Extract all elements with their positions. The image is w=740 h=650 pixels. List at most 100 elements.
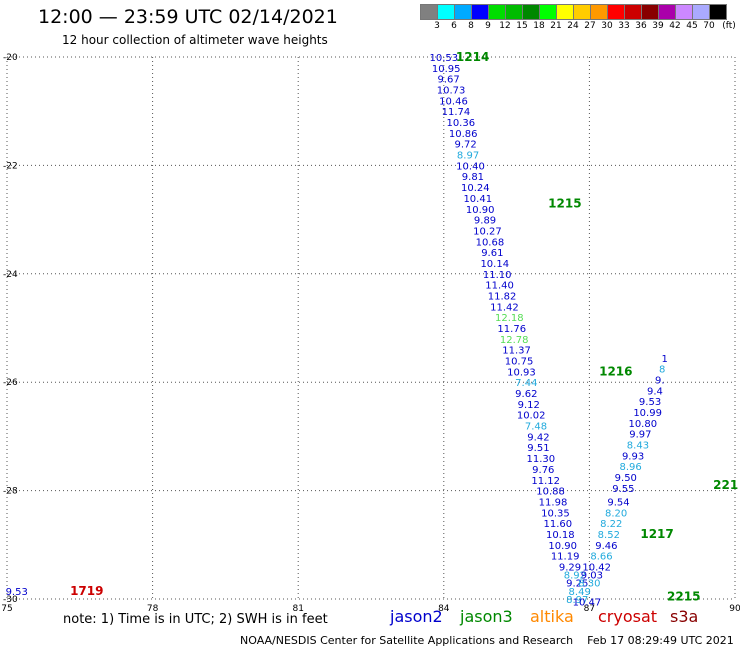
wave-height-value: 10.47 — [573, 598, 602, 609]
legend-item-s3a: s3a — [670, 607, 699, 626]
colorbar-label: 9 — [485, 21, 491, 31]
wave-height-value: 11.76 — [497, 324, 526, 335]
colorbar-label: 45 — [686, 21, 698, 31]
wave-height-value: 1 — [661, 354, 667, 365]
wave-height-value: 10.40 — [456, 161, 485, 172]
wave-height-value: 10.99 — [633, 408, 662, 419]
colorbar-label: 3 — [434, 21, 440, 31]
map-title: 12:00 — 23:59 UTC 02/14/2021 — [38, 6, 338, 28]
lon-tick-label: 90 — [729, 604, 740, 614]
colorbar-label: 70 — [703, 21, 715, 31]
track-label: 2215 — [667, 589, 700, 603]
axis-ticks: 75 78 81 84 87 90 -20 -22 -24 -26 -28 -30 — [1, 53, 740, 614]
wave-height-value: 8.92 — [564, 571, 586, 582]
wave-height-value: 8.97 — [457, 151, 479, 162]
wave-height-value: 8 — [659, 365, 665, 376]
wave-height-value: 11.82 — [488, 291, 517, 302]
track-label: 1215 — [548, 196, 581, 210]
colorbar-label: 33 — [618, 21, 630, 31]
lat-tick-label: -22 — [3, 161, 18, 171]
colorbar-label: 6 — [451, 21, 457, 31]
colorbar-label: 15 — [516, 21, 528, 31]
colorbar-label: 12 — [499, 21, 511, 31]
wave-height-value: 9.55 — [612, 484, 634, 495]
wave-height-value: 11.37 — [502, 346, 531, 357]
wave-height-value: 10.36 — [446, 118, 475, 129]
wave-height-value: 9.67 — [438, 75, 460, 86]
wave-height-value: 8.49 — [569, 587, 591, 598]
wave-height-value: 10.27 — [473, 226, 502, 237]
wave-height-value: 10.93 — [507, 367, 536, 378]
map-grid — [6, 56, 736, 600]
colorbar-label: 39 — [652, 21, 664, 31]
colorbar-label: 18 — [533, 21, 545, 31]
wave-height-value: 10.95 — [432, 64, 461, 75]
wave-height-value: 9.46 — [595, 541, 617, 552]
track-label: 1214 — [456, 50, 489, 64]
colorbar-label: 30 — [601, 21, 613, 31]
wave-height-value: 8.22 — [600, 519, 622, 530]
legend-item-jason2: jason2 — [390, 607, 443, 626]
wave-height-value: 9.72 — [455, 140, 477, 151]
wave-height-colorbar — [420, 4, 727, 20]
wave-height-value: 10.14 — [480, 259, 509, 270]
wave-height-value: 11.30 — [527, 454, 556, 465]
wave-height-value: 9.89 — [474, 216, 496, 227]
footer-note: note: 1) Time is in UTC; 2) SWH is in fe… — [63, 612, 328, 627]
track-label: 1217 — [640, 527, 673, 541]
track-label: 1216 — [599, 364, 632, 378]
lat-tick-label: -20 — [3, 53, 18, 63]
wave-height-value: 8.20 — [605, 508, 627, 519]
wave-height-value: 10.73 — [437, 86, 466, 97]
wave-height-value: 9.12 — [518, 400, 540, 411]
wave-height-value: 9.25 — [566, 579, 588, 590]
wave-height-value: 9.03 — [581, 571, 603, 582]
legend-item-altika: altika — [530, 607, 574, 626]
wave-height-value: 9.61 — [481, 248, 503, 259]
wave-height-value: 8.52 — [598, 530, 620, 541]
lat-tick-label: -26 — [3, 378, 18, 388]
wave-height-value: 10.42 — [582, 562, 611, 573]
colorbar-unit: (ft) — [722, 21, 736, 31]
legend-item-cryosat: cryosat — [598, 607, 658, 626]
colorbar-label: 42 — [669, 21, 681, 31]
wave-height-value: 8.43 — [627, 441, 649, 452]
lon-tick-label: 75 — [1, 604, 12, 614]
wave-height-value: 10.53 — [429, 53, 458, 64]
wave-height-value: 9.62 — [515, 389, 537, 400]
wave-height-value: 12.78 — [500, 335, 529, 346]
colorbar-label: 21 — [550, 21, 562, 31]
wave-height-value: 11.42 — [490, 302, 519, 313]
wave-height-value: 9.29 — [559, 562, 581, 573]
wave-height-value: 9.51 — [527, 443, 549, 454]
wave-height-value: 10.88 — [536, 487, 565, 498]
wave-height-value: 10.80 — [628, 419, 657, 430]
wave-height-value: 9. — [655, 375, 665, 386]
wave-height-value: 9.97 — [629, 430, 651, 441]
colorbar-label: 27 — [584, 21, 596, 31]
map-subtitle: 12 hour collection of altimeter wave hei… — [62, 33, 328, 47]
wave-height-value: 7.48 — [525, 422, 547, 433]
colorbar-label: 36 — [635, 21, 647, 31]
wave-height-value: 10.02 — [517, 411, 546, 422]
colorbar-labels: 3 6 8 9 12 15 18 21 24 27 30 33 36 39 42 45 70 (ft) — [420, 21, 740, 33]
wave-height-value: 10.24 — [461, 183, 490, 194]
wave-height-value: 11.40 — [485, 281, 514, 292]
lat-tick-label: -24 — [3, 270, 18, 280]
wave-height-value: 11.98 — [539, 497, 568, 508]
track-labels: 1214 1215 1216 1217 2215 221 1719 — [70, 50, 738, 603]
wave-height-value: 11.60 — [544, 519, 573, 530]
wave-height-value: 10.18 — [546, 530, 575, 541]
wave-height-value: 9.81 — [462, 172, 484, 183]
wave-height-value: 9.76 — [532, 465, 554, 476]
lat-tick-label: -30 — [3, 595, 18, 605]
colorbar-cell — [709, 4, 727, 20]
wave-height-value: 9.42 — [527, 432, 549, 443]
wave-height-value: 10.41 — [463, 194, 492, 205]
lon-tick-label: 84 — [438, 604, 450, 614]
wave-height-value: 11.74 — [442, 107, 471, 118]
lon-tick-label: 87 — [584, 604, 595, 614]
wave-height-value: 10.90 — [548, 541, 577, 552]
legend-item-jason3: jason3 — [460, 607, 513, 626]
